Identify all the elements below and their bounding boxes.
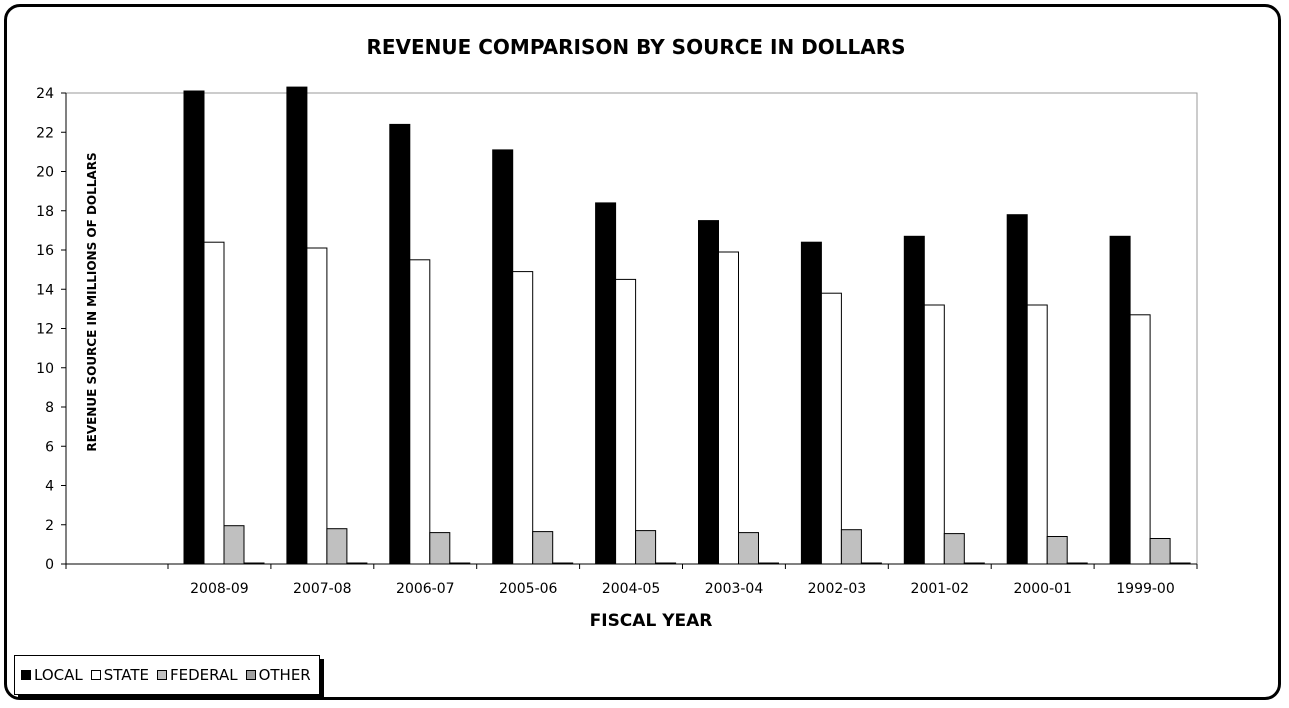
x-tick-label: 2002-03 <box>808 581 867 597</box>
legend-item-state: STATE <box>90 666 149 684</box>
bar-federal-2004-05 <box>635 530 657 565</box>
bar-federal-2005-06 <box>532 531 554 565</box>
bar-local-1999-00 <box>1109 235 1131 565</box>
bar-local-2003-04 <box>698 220 719 565</box>
legend-item-federal: FEDERAL <box>157 666 238 684</box>
bar-group <box>183 86 1191 565</box>
bar-state-2001-02 <box>923 304 945 565</box>
y-tick-label: 18 <box>36 204 54 220</box>
bar-federal-1999-00 <box>1149 538 1171 565</box>
bar-local-2001-02 <box>903 235 925 565</box>
x-tick-label: 2000-01 <box>1013 581 1072 597</box>
bar-federal-2003-04 <box>738 532 759 565</box>
legend-item-other: OTHER <box>245 666 311 684</box>
y-tick-label: 6 <box>45 439 54 455</box>
x-tick-label: 2006-07 <box>396 581 455 597</box>
x-tick-label: 2003-04 <box>705 581 764 597</box>
bar-state-2007-08 <box>306 247 328 565</box>
bar-state-2006-07 <box>409 259 431 565</box>
x-tick-label: 2007-08 <box>293 581 352 597</box>
bar-local-2008-09 <box>183 90 205 565</box>
legend-item-local: LOCAL <box>21 666 83 684</box>
bar-state-2003-04 <box>718 251 739 565</box>
bar-federal-2008-09 <box>223 525 245 565</box>
bar-state-2008-09 <box>203 241 225 565</box>
x-tick-label: 1999-00 <box>1116 581 1175 597</box>
y-tick-label: 16 <box>36 243 54 259</box>
legend-swatch <box>157 670 167 680</box>
bar-state-2002-03 <box>820 292 842 565</box>
legend: LOCAL STATE FEDERAL OTHER <box>14 655 320 695</box>
y-tick-label: 12 <box>36 322 54 338</box>
y-tick-label: 24 <box>36 86 54 102</box>
legend-label: OTHER <box>258 666 311 684</box>
y-tick-label: 22 <box>36 125 54 141</box>
legend-label: LOCAL <box>34 666 83 684</box>
bar-local-2005-06 <box>492 149 514 565</box>
bar-local-2002-03 <box>800 241 822 565</box>
x-tick-label: 2008-09 <box>190 581 249 597</box>
y-tick-label: 20 <box>36 165 54 181</box>
legend-swatch <box>21 670 31 680</box>
bar-state-2004-05 <box>615 278 637 565</box>
bar-local-2004-05 <box>595 202 617 565</box>
legend-swatch <box>245 670 256 680</box>
y-tick-label: 10 <box>36 361 54 377</box>
y-tick-label: 8 <box>45 400 54 416</box>
bar-local-2006-07 <box>389 123 411 565</box>
bar-state-2005-06 <box>512 271 534 565</box>
bar-state-2000-01 <box>1026 304 1048 565</box>
bar-federal-2002-03 <box>840 529 862 565</box>
bar-federal-2001-02 <box>943 533 965 565</box>
y-tick-label: 4 <box>45 479 54 495</box>
bar-federal-2006-07 <box>429 532 451 565</box>
bar-federal-2000-01 <box>1046 536 1068 565</box>
bar-local-2007-08 <box>286 86 308 565</box>
x-tick-label: 2005-06 <box>499 581 558 597</box>
bar-local-2000-01 <box>1006 214 1028 565</box>
x-tick-label: 2001-02 <box>911 581 970 597</box>
bar-state-1999-00 <box>1129 314 1151 565</box>
y-tick-label: 2 <box>45 518 54 534</box>
legend-label: FEDERAL <box>170 666 238 684</box>
chart-title: REVENUE COMPARISON BY SOURCE IN DOLLARS <box>366 35 905 59</box>
y-axis-label: REVENUE SOURCE IN MILLIONS OF DOLLARS <box>85 152 99 451</box>
legend-label: STATE <box>103 666 149 684</box>
x-axis-label: FISCAL YEAR <box>590 611 713 631</box>
x-tick-label: 2004-05 <box>602 581 661 597</box>
bar-federal-2007-08 <box>326 528 348 565</box>
y-tick-label: 14 <box>36 282 54 298</box>
y-tick-label: 0 <box>45 557 54 573</box>
legend-swatch <box>90 670 101 680</box>
